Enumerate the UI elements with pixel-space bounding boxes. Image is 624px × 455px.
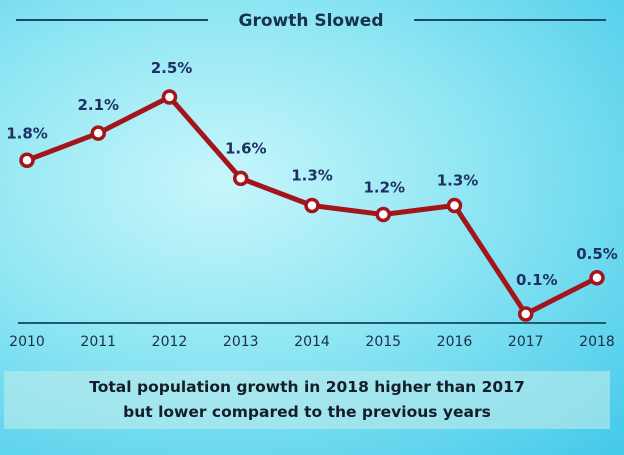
data-label: 2.1% xyxy=(77,96,119,114)
data-label: 2.5% xyxy=(151,59,193,77)
x-tick-label: 2011 xyxy=(80,334,116,350)
data-label: 1.3% xyxy=(437,171,479,189)
x-tick-label: 2017 xyxy=(508,334,544,350)
annotation-line-1: Total population growth in 2018 higher t… xyxy=(89,378,525,396)
data-label: 1.8% xyxy=(6,124,48,142)
data-point xyxy=(19,152,35,169)
data-point xyxy=(90,125,106,141)
x-tick-label: 2018 xyxy=(579,334,615,350)
x-tick-label: 2016 xyxy=(437,334,473,350)
x-tick-label: 2013 xyxy=(223,334,259,350)
x-tick-label: 2014 xyxy=(294,334,330,350)
data-point xyxy=(518,306,534,322)
data-label: 1.3% xyxy=(291,166,333,184)
x-tick-label: 2012 xyxy=(152,334,188,350)
data-point xyxy=(233,170,249,187)
annotation-line-2: but lower compared to the previous years xyxy=(123,403,491,421)
data-point xyxy=(161,89,178,105)
data-point xyxy=(589,270,605,286)
data-point xyxy=(446,197,463,214)
data-label: 1.2% xyxy=(363,179,405,197)
data-point xyxy=(304,197,320,214)
x-tick-label: 2015 xyxy=(365,334,401,350)
data-label: 1.6% xyxy=(225,139,267,157)
x-tick-label: 2010 xyxy=(9,334,45,350)
data-point xyxy=(375,206,391,223)
data-label: 0.1% xyxy=(516,271,558,289)
data-label: 0.5% xyxy=(576,245,618,263)
annotation-box: Total population growth in 2018 higher t… xyxy=(4,371,610,429)
chart-title: Growth Slowed xyxy=(238,11,383,31)
